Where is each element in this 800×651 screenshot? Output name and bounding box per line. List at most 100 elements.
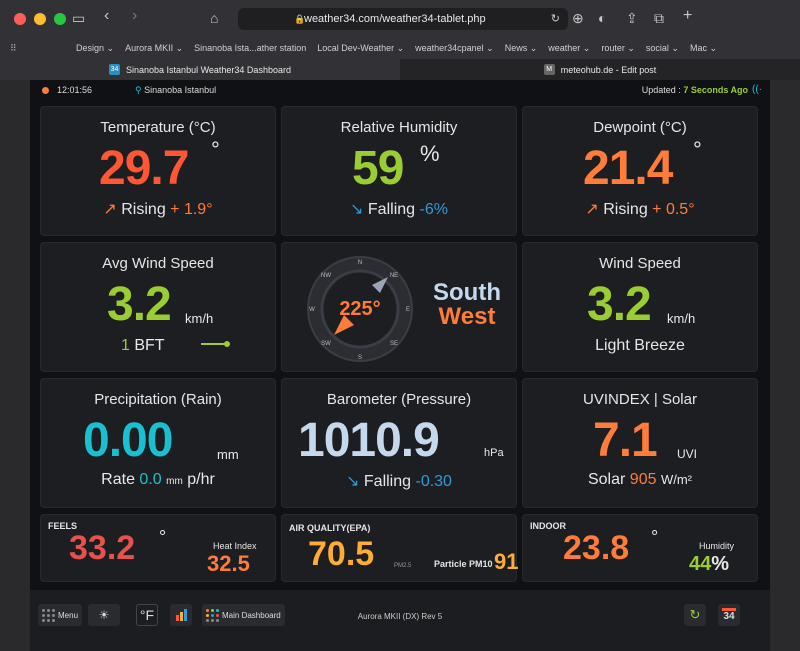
updated-label: Updated :: [641, 85, 681, 95]
wind-direction-panel[interactable]: N S W E NW NE SW SE 225° South West: [281, 242, 517, 372]
charts-button[interactable]: [170, 604, 192, 626]
main-dashboard-button[interactable]: Main Dashboard: [202, 604, 285, 626]
bookmark-item[interactable]: Aurora MKII ⌄: [125, 43, 184, 53]
sidebar-icon[interactable]: ▭: [72, 10, 86, 26]
apps-grid-icon[interactable]: ⠿: [10, 43, 17, 53]
update-status: Updated : 7 Seconds Ago: [642, 85, 748, 95]
window-controls: [14, 13, 66, 25]
main-dashboard-label: Main Dashboard: [222, 610, 281, 620]
url-text: weather34.com/weather34-tablet.php: [304, 13, 486, 25]
forward-icon[interactable]: ›: [132, 7, 138, 24]
refresh-button[interactable]: ↻: [684, 604, 706, 626]
lock-icon: 🔒: [294, 14, 306, 24]
feels-panel[interactable]: FEELS 33.2 ° Heat Index 32.5: [40, 514, 276, 582]
reload-icon[interactable]: ↻: [550, 13, 560, 25]
wind-speed-panel[interactable]: Wind Speed 3.2 km/h Light Breeze: [522, 242, 758, 372]
rain-value: 0.00: [83, 414, 173, 467]
avg-wind-panel[interactable]: Avg Wind Speed 3.2 km/h 1 BFT: [40, 242, 276, 372]
rain-panel[interactable]: Precipitation (Rain) 0.00 mm Rate 0.0 mm…: [40, 378, 276, 508]
rate-unit: mm: [166, 476, 183, 487]
location-label: Sinanoba Istanbul: [144, 85, 217, 95]
refresh-icon: ↻: [689, 607, 701, 622]
solar-value: 905: [629, 471, 657, 488]
uv-unit: UVI: [677, 447, 698, 461]
wifi-icon: ((·: [752, 84, 762, 95]
logo-bar-icon: [722, 608, 736, 611]
humidity-trend: ↘ Falling -6%: [282, 199, 516, 219]
minimize-window-button[interactable]: [34, 13, 46, 25]
dewpoint-panel[interactable]: Dewpoint (°C) 21.4 ° ↗ Rising + 0.5°: [522, 106, 758, 236]
svg-text:S: S: [358, 355, 362, 361]
svg-text:NW: NW: [321, 273, 331, 279]
temperature-trend: ↗ Rising + 1.9°: [41, 199, 275, 219]
bookmark-item[interactable]: Design ⌄: [76, 43, 115, 53]
trend-up-icon: ↗: [103, 201, 122, 218]
address-bar[interactable]: 🔒 weather34.com/weather34-tablet.php ↻: [238, 8, 568, 30]
degree-unit: °: [211, 137, 220, 162]
bft-indicator-dot: [224, 341, 230, 347]
trend-delta: -6%: [419, 201, 448, 218]
bookmark-item[interactable]: Mac ⌄: [689, 43, 717, 53]
feels-label: FEELS: [48, 521, 78, 531]
shield-icon[interactable]: ◐: [598, 10, 607, 26]
bookmark-item[interactable]: Sinanoba Ista...ather station: [194, 43, 307, 53]
home-icon[interactable]: ⌂: [210, 10, 219, 26]
bookmark-item[interactable]: router ⌄: [601, 43, 635, 53]
close-window-button[interactable]: [14, 13, 26, 25]
tab-meteohub[interactable]: M meteohub.de - Edit post: [400, 59, 800, 80]
trend-label: Rising: [121, 201, 166, 218]
back-icon[interactable]: ‹: [104, 7, 110, 24]
tabs-overview-icon[interactable]: ⧉: [654, 10, 664, 26]
avg-wind-value: 3.2: [107, 278, 172, 331]
bookmark-item[interactable]: social ⌄: [645, 43, 679, 53]
tab-weather34[interactable]: 34 Sinanoba Istanbul Weather34 Dashboard: [0, 59, 400, 80]
tab-title: meteohub.de - Edit post: [560, 64, 657, 75]
air-quality-panel[interactable]: AIR QUALITY(EPA) 70.5 PM2.5 Particle PM1…: [281, 514, 518, 582]
wind-degrees: 225°: [339, 298, 381, 320]
pressure-trend: ↘ Falling -0.30: [282, 471, 516, 491]
wind-unit: km/h: [185, 311, 214, 326]
temperature-panel[interactable]: Temperature (°C) 29.7 ° ↗ Rising + 1.9°: [40, 106, 276, 236]
uv-value: 7.1: [593, 414, 658, 467]
indoor-humidity-label: Humidity: [699, 541, 735, 551]
bookmark-item[interactable]: weather34cpanel ⌄: [415, 43, 494, 53]
download-icon[interactable]: ⊕: [572, 10, 584, 26]
humidity-value: 59: [352, 142, 404, 195]
bookmark-item[interactable]: News ⌄: [504, 43, 538, 53]
panel-title: Precipitation (Rain): [94, 391, 222, 408]
pm10-label: Particle PM10: [434, 559, 493, 569]
weather34-logo-button[interactable]: 34: [718, 604, 740, 626]
bookmarks-bar: Design ⌄ Aurora MKII ⌄ Sinanoba Ista...ath…: [76, 43, 717, 54]
barometer-panel[interactable]: Barometer (Pressure) 1010.9 hPa ↘ Fallin…: [281, 378, 517, 508]
units-toggle-button[interactable]: °F: [136, 604, 158, 626]
status-bar: 12:01:56 ⚲ Sinanoba Istanbul Updated : 7…: [30, 80, 770, 100]
svg-text:E: E: [406, 307, 410, 313]
indoor-label: INDOOR: [530, 521, 566, 531]
meteohub-favicon-icon: M: [543, 64, 555, 75]
solar-label: Solar: [587, 471, 626, 488]
aq-pm25-value: 70.5: [308, 535, 375, 573]
rate-label: Rate: [101, 471, 135, 488]
degree-unit: °: [693, 137, 702, 162]
new-tab-icon[interactable]: +: [683, 7, 693, 24]
trend-down-icon: ↘: [350, 201, 368, 218]
zoom-window-button[interactable]: [54, 13, 66, 25]
bookmark-item[interactable]: weather ⌄: [548, 43, 591, 53]
indoor-humidity: 44%: [689, 553, 729, 576]
indoor-panel[interactable]: INDOOR 23.8 ° Humidity 44%: [522, 514, 758, 582]
compass-icon: N S W E NW NE SW SE: [307, 256, 413, 362]
bft-value: 1: [121, 337, 130, 354]
trend-label: Falling: [363, 473, 412, 490]
theme-toggle-button[interactable]: ☀: [88, 604, 120, 626]
trend-up-icon: ↗: [585, 201, 604, 218]
svg-text:SW: SW: [321, 341, 331, 347]
share-icon[interactable]: ⇪: [626, 10, 638, 26]
degree-unit: °: [159, 527, 167, 547]
weather34-logo: 34: [723, 611, 735, 622]
bookmark-item[interactable]: Local Dev-Weather ⌄: [317, 43, 405, 53]
menu-button[interactable]: Menu: [38, 604, 83, 626]
humidity-panel[interactable]: Relative Humidity 59 % ↘ Falling -6%: [281, 106, 517, 236]
panel-title: Barometer (Pressure): [326, 391, 472, 408]
uv-solar-panel[interactable]: UVINDEX | Solar 7.1 UVI Solar 905 W/m²: [522, 378, 758, 508]
heat-index-value: 32.5: [207, 551, 250, 576]
